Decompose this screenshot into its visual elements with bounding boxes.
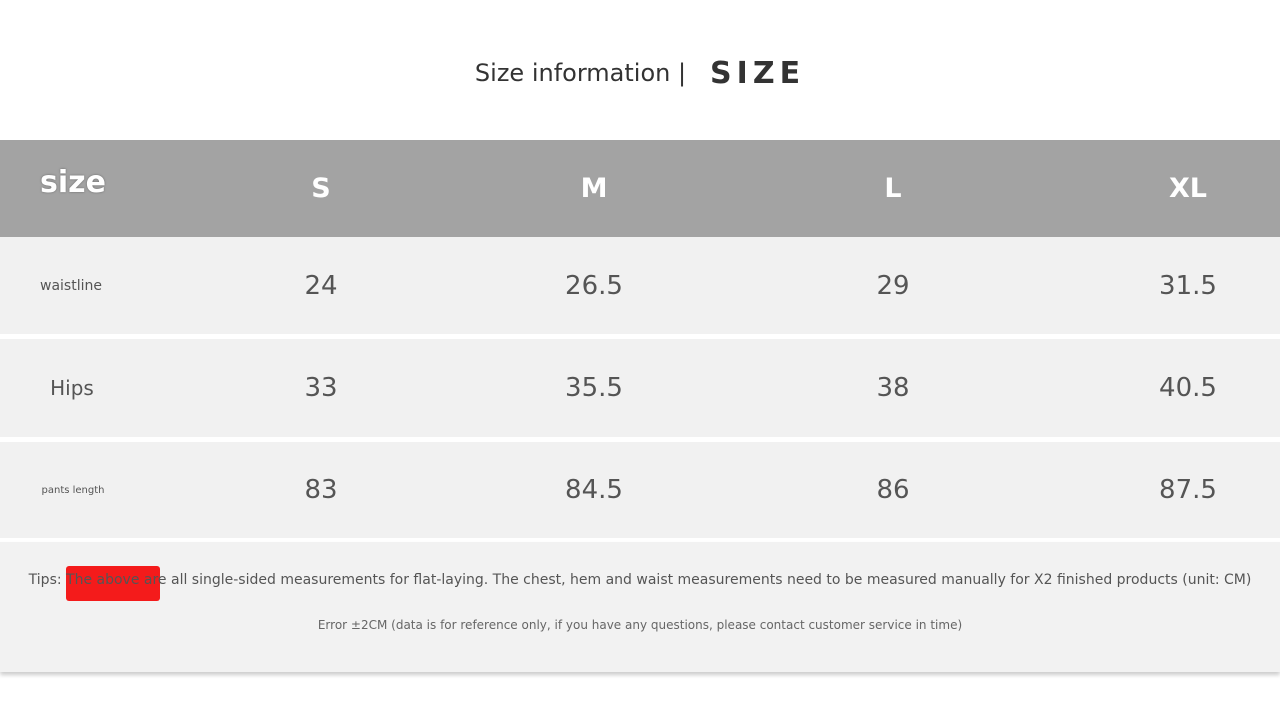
row-value: 33: [304, 373, 338, 403]
row-value: 83: [304, 475, 338, 505]
header-size-s: S: [311, 173, 331, 204]
row-label: pants length: [41, 484, 105, 496]
header-size-l: L: [884, 173, 902, 204]
header-label: size: [40, 165, 106, 200]
row-value: 24: [304, 270, 338, 301]
error-note: Error ±2CM (data is for reference only, …: [317, 618, 963, 632]
row-value: 86: [876, 475, 910, 505]
row-value: 84.5: [565, 475, 623, 505]
row-value: 26.5: [565, 270, 623, 301]
title-emphasis: SIZE: [710, 56, 806, 91]
header-size-xl: XL: [1168, 173, 1208, 204]
row-value: 87.5: [1159, 475, 1217, 505]
row-label: waistline: [40, 277, 102, 294]
page-title: Size information | SIZE: [0, 56, 1280, 91]
footer-notes: Tips: The above are all single-sided mea…: [0, 542, 1280, 672]
tips-text: Tips: The above are all single-sided mea…: [0, 572, 1280, 588]
title-text: Size information |: [474, 59, 687, 87]
tips-content: Tips: The above are all single-sided mea…: [28, 572, 1252, 588]
row-value: 40.5: [1159, 373, 1217, 403]
table-row: Hips 33 35.5 38 40.5: [0, 339, 1280, 437]
row-value: 31.5: [1159, 270, 1217, 301]
table-header: size S M L XL: [0, 140, 1280, 237]
row-value: 29: [876, 270, 910, 301]
header-size-m: M: [580, 173, 608, 204]
row-label: Hips: [50, 376, 94, 400]
table-row: pants length 83 84.5 86 87.5: [0, 442, 1280, 538]
tips-highlight: [66, 566, 160, 601]
row-value: 38: [876, 373, 910, 403]
table-row: waistline 24 26.5 29 31.5: [0, 237, 1280, 334]
row-value: 35.5: [565, 373, 623, 403]
